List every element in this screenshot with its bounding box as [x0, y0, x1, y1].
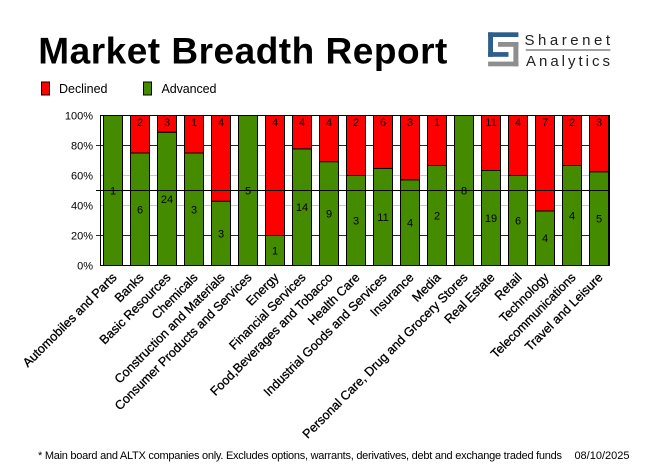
svg-text:0%: 0% — [77, 261, 93, 273]
svg-text:3: 3 — [596, 117, 602, 129]
svg-text:Market Breadth Report: Market Breadth Report — [38, 31, 447, 72]
svg-text:4: 4 — [272, 117, 278, 129]
svg-text:14: 14 — [296, 202, 308, 214]
svg-text:3: 3 — [164, 117, 170, 129]
svg-text:8: 8 — [461, 186, 467, 198]
svg-text:2: 2 — [137, 117, 143, 129]
svg-text:4: 4 — [542, 233, 548, 245]
svg-text:6: 6 — [515, 216, 521, 228]
svg-text:3: 3 — [191, 204, 197, 216]
svg-text:3: 3 — [407, 117, 413, 129]
svg-text:24: 24 — [161, 194, 173, 206]
svg-text:4: 4 — [515, 117, 521, 129]
svg-text:11: 11 — [377, 212, 388, 224]
svg-text:11: 11 — [485, 117, 496, 129]
svg-text:100%: 100% — [65, 111, 93, 123]
svg-text:4: 4 — [299, 117, 305, 129]
svg-text:1: 1 — [272, 246, 278, 258]
svg-text:1: 1 — [110, 186, 116, 198]
svg-text:5: 5 — [245, 186, 251, 198]
svg-text:08/10/2025: 08/10/2025 — [574, 450, 629, 462]
svg-text:2: 2 — [569, 117, 575, 129]
svg-text:40%: 40% — [71, 201, 93, 213]
svg-text:20%: 20% — [71, 231, 93, 243]
svg-text:1: 1 — [434, 117, 440, 129]
svg-text:4: 4 — [407, 218, 413, 230]
svg-text:5: 5 — [596, 214, 602, 226]
svg-text:9: 9 — [326, 209, 332, 221]
svg-text:4: 4 — [326, 117, 332, 129]
svg-text:3: 3 — [353, 216, 359, 228]
svg-text:Declined: Declined — [59, 82, 108, 96]
svg-text:2: 2 — [353, 117, 359, 129]
svg-text:19: 19 — [485, 213, 497, 225]
svg-text:4: 4 — [218, 117, 224, 129]
svg-text:6: 6 — [380, 117, 386, 129]
svg-text:80%: 80% — [71, 141, 93, 153]
svg-text:6: 6 — [137, 204, 143, 216]
svg-text:4: 4 — [569, 211, 575, 223]
svg-text:1: 1 — [191, 117, 197, 129]
svg-text:3: 3 — [218, 228, 224, 240]
svg-text:Analytics: Analytics — [526, 53, 610, 70]
svg-text:2: 2 — [434, 211, 440, 223]
svg-text:60%: 60% — [71, 171, 93, 183]
svg-text:Advanced: Advanced — [162, 82, 217, 96]
svg-text:* Main board and ALTX companie: * Main board and ALTX companies only. Ex… — [38, 450, 563, 462]
svg-text:7: 7 — [542, 117, 548, 129]
